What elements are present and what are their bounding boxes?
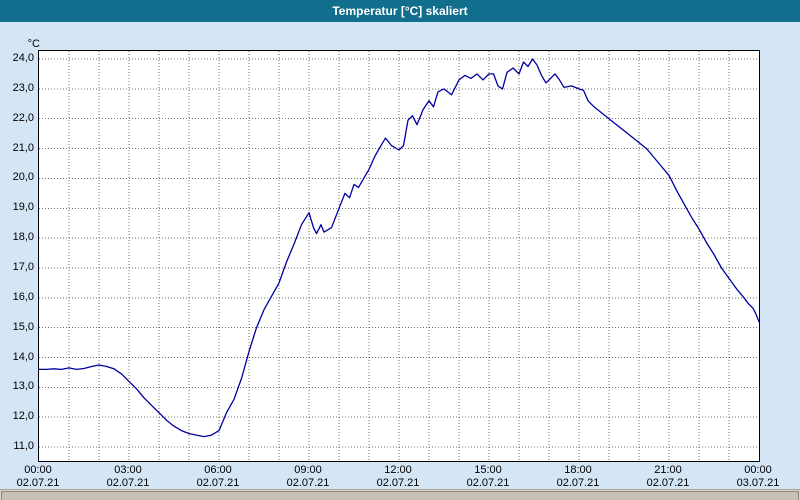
y-tick-label: 15,0: [12, 320, 34, 333]
temperature-series-line: [39, 58, 759, 438]
title-bar: Temperatur [°C] skaliert: [0, 0, 800, 22]
y-tick-label: 17,0: [12, 260, 34, 273]
x-tick-time-label: 06:00: [204, 464, 232, 476]
y-tick-label: 23,0: [12, 81, 34, 94]
y-tick-label: 24,0: [12, 52, 34, 64]
plot-area: [38, 50, 760, 462]
window-title: Temperatur [°C] skaliert: [332, 4, 468, 18]
horizontal-scrollbar[interactable]: [0, 489, 800, 500]
y-tick-label: 11,0: [13, 440, 34, 453]
scrollbar-thumb[interactable]: [1, 491, 799, 500]
x-tick-date-label: 02.07.21: [646, 477, 690, 489]
x-tick-date-label: 02.07.21: [466, 477, 510, 489]
x-tick-time-label: 00:00: [744, 464, 772, 476]
y-tick-label: 20,0: [12, 171, 34, 184]
y-tick-label: 12,0: [12, 410, 34, 423]
x-tick-time-label: 00:00: [24, 464, 52, 476]
x-tick-time-label: 21:00: [654, 464, 682, 476]
y-tick-label: 16,0: [12, 290, 34, 303]
x-tick-date-label: 02.07.21: [286, 477, 330, 489]
y-tick-label: 14,0: [12, 350, 34, 363]
x-tick-date-label: 02.07.21: [376, 477, 420, 489]
x-tick-time-label: 18:00: [564, 464, 592, 476]
x-tick-date-label: 03.07.21: [736, 477, 780, 489]
x-tick-time-label: 09:00: [294, 464, 322, 476]
y-tick-label: 13,0: [12, 380, 34, 393]
x-tick-time-label: 03:00: [114, 464, 142, 476]
y-tick-label: 21,0: [12, 141, 34, 154]
x-tick-date-label: 02.07.21: [556, 477, 600, 489]
x-tick-date-label: 02.07.21: [196, 477, 240, 489]
x-tick-time-label: 15:00: [474, 464, 502, 476]
y-tick-label: 19,0: [12, 201, 34, 214]
x-tick-date-label: 02.07.21: [16, 477, 60, 489]
x-tick-time-label: 12:00: [384, 464, 412, 476]
temperature-line-chart: [39, 51, 759, 461]
y-tick-label: 22,0: [12, 111, 34, 124]
y-tick-label: 18,0: [12, 231, 34, 244]
y-axis-unit-label: °C: [27, 38, 40, 50]
x-tick-date-label: 02.07.21: [106, 477, 150, 489]
